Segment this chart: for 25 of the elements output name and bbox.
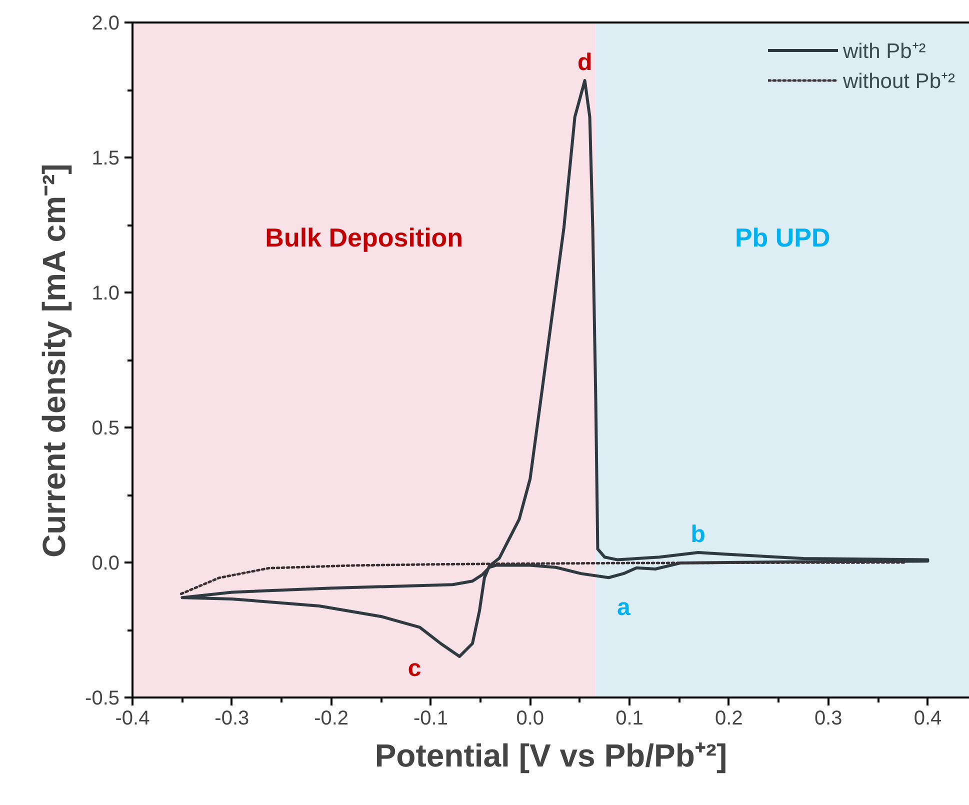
- x-tick-label: -0.2: [314, 708, 349, 730]
- band-label: Bulk Deposition: [265, 222, 464, 252]
- legend-label: without Pb⁺²: [842, 69, 955, 94]
- y-tick-label: 1.0: [92, 282, 120, 304]
- x-tick-label: -0.1: [413, 708, 448, 730]
- x-tick-label: -0.4: [115, 708, 150, 730]
- y-tick-label: -0.5: [85, 688, 120, 710]
- y-tick-label: 0.5: [92, 418, 120, 440]
- x-tick-label: -0.3: [214, 708, 250, 730]
- x-tick-label: 0.2: [715, 708, 743, 730]
- annotation: d: [577, 49, 592, 76]
- y-tick-label: 0.0: [92, 552, 120, 574]
- x-tick-label: 0.4: [914, 708, 942, 730]
- x-tick-label: 0.3: [814, 708, 842, 730]
- band-label: Pb UPD: [734, 222, 830, 252]
- annotation: a: [616, 594, 631, 622]
- y-axis-title: Current density [mA cm⁻²]: [36, 164, 72, 558]
- x-tick-label: 0.0: [516, 708, 544, 730]
- annotation: c: [408, 654, 422, 682]
- y-tick-label: 1.5: [92, 148, 120, 170]
- x-tick-label: 0.1: [616, 708, 644, 730]
- annotation: b: [690, 521, 706, 548]
- x-axis-title: Potential [V vs Pb/Pb⁺²]: [374, 738, 728, 774]
- y-tick-label: 2.0: [92, 12, 120, 34]
- legend-label: with Pb⁺²: [842, 39, 926, 64]
